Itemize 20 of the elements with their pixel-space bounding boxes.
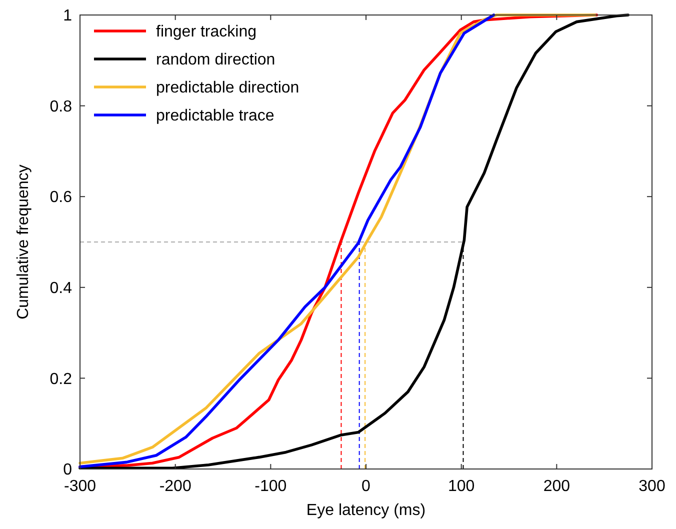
y-tick-label: 0 [63, 462, 72, 479]
x-tick-label: -300 [64, 478, 96, 495]
legend-label: random direction [156, 52, 276, 69]
line-series [78, 14, 496, 468]
y-axis-title: Cumulative frequency [15, 164, 32, 320]
x-tick-label: 200 [543, 478, 570, 495]
y-tick-label: 0.6 [50, 189, 72, 206]
x-tick-label: 0 [362, 478, 371, 495]
x-tick-label: 100 [448, 478, 475, 495]
y-tick-label: 0.8 [50, 98, 72, 116]
legend-label: predictable direction [156, 80, 300, 97]
legend-label: finger tracking [156, 24, 256, 41]
x-tick-label: -200 [159, 478, 192, 495]
x-tick-label: -100 [254, 478, 287, 495]
y-tick-label: 0.2 [50, 370, 72, 388]
y-tick-label: 1 [63, 8, 72, 25]
legend-label: predictable trace [156, 108, 274, 125]
x-axis-title: Eye latency (ms) [306, 502, 426, 519]
x-tick-label: 300 [638, 478, 666, 495]
y-tick-label: 0.4 [50, 280, 72, 297]
